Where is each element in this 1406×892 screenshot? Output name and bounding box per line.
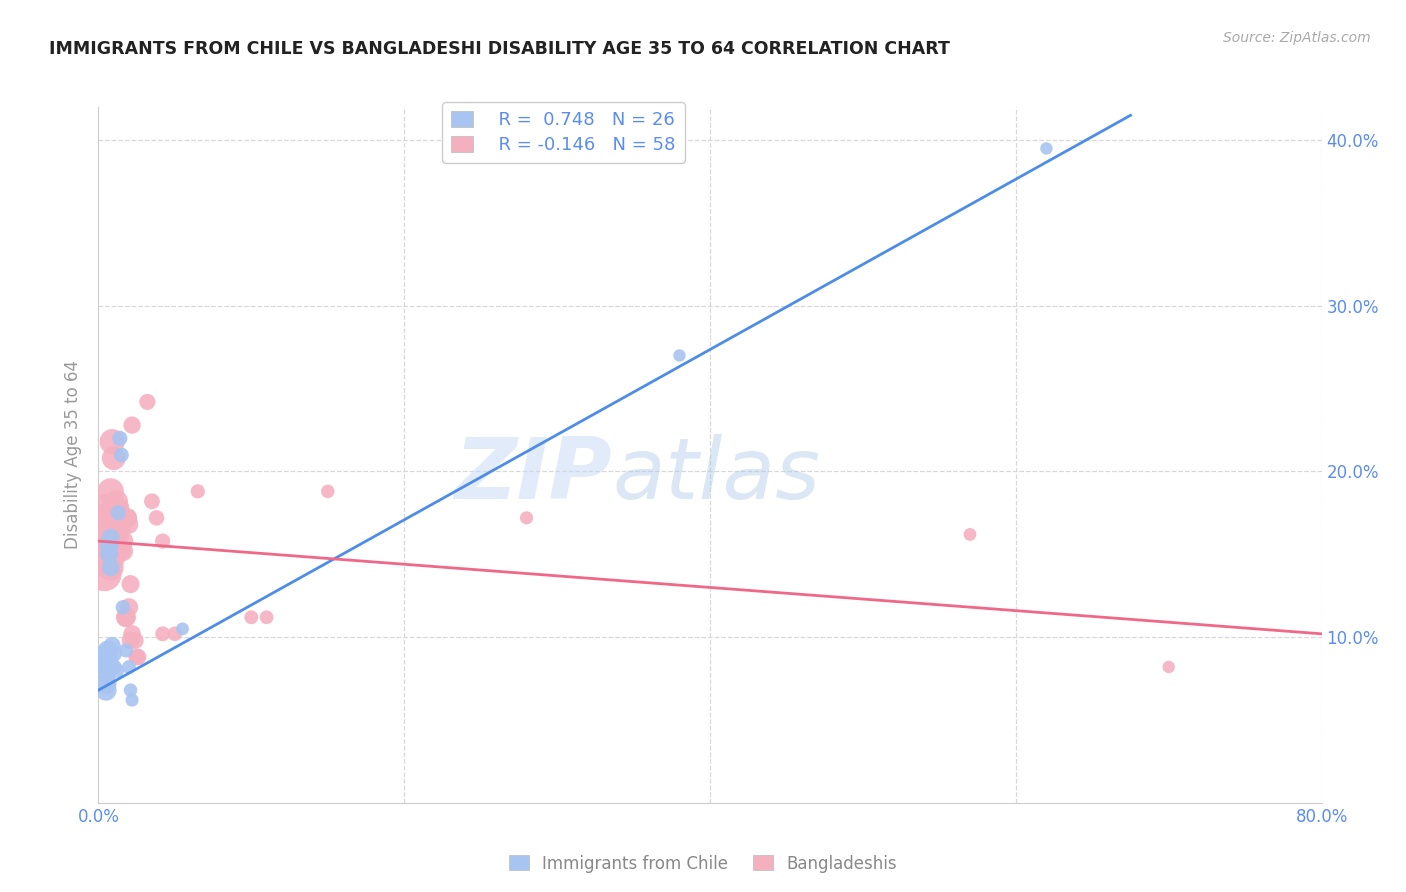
Point (111, 534, 134, 549)
Point (107, 506, 129, 520)
Legend: Immigrants from Chile, Bangladeshis: Immigrants from Chile, Bangladeshis (502, 848, 904, 880)
Point (125, 650, 148, 665)
Point (91, 550, 114, 565)
Point (94, 544, 117, 558)
Point (127, 650, 149, 665)
Point (110, 517, 132, 532)
Point (100, 560, 122, 574)
Text: IMMIGRANTS FROM CHILE VS BANGLADESHI DISABILITY AGE 35 TO 64 CORRELATION CHART: IMMIGRANTS FROM CHILE VS BANGLADESHI DIS… (49, 40, 950, 58)
Point (163, 627, 186, 641)
Point (121, 627, 143, 641)
Point (97, 643, 120, 657)
Point (120, 633, 142, 648)
Point (100, 560, 122, 574)
Point (108, 511, 131, 525)
Point (256, 610, 278, 624)
Point (172, 622, 194, 636)
Point (107, 500, 129, 515)
Text: atlas: atlas (612, 434, 820, 517)
Point (105, 500, 128, 515)
Point (108, 544, 131, 558)
Point (240, 610, 263, 624)
Point (98, 517, 121, 532)
Text: ZIP: ZIP (454, 434, 612, 517)
Point (103, 500, 125, 515)
Point (98, 527, 121, 541)
Point (145, 511, 167, 525)
Point (1157, 660, 1180, 674)
Point (121, 693, 143, 707)
Point (117, 511, 139, 525)
Point (111, 544, 134, 558)
Point (120, 683, 142, 698)
Point (1035, 141, 1057, 155)
Point (117, 511, 139, 525)
Point (98, 544, 121, 558)
Point (105, 663, 128, 677)
Point (101, 434, 124, 449)
Point (124, 633, 146, 648)
Point (98, 547, 121, 561)
Point (101, 550, 124, 565)
Point (118, 517, 141, 532)
Point (103, 660, 125, 674)
Point (97, 500, 120, 515)
Point (100, 517, 122, 532)
Point (141, 494, 163, 508)
Point (120, 577, 142, 591)
Point (121, 418, 143, 433)
Point (103, 527, 125, 541)
Point (94, 527, 117, 541)
Point (316, 484, 339, 499)
Point (100, 531, 122, 545)
Point (94, 511, 117, 525)
Point (94, 676, 117, 690)
Point (668, 349, 690, 363)
Point (104, 527, 127, 541)
Point (94, 683, 117, 698)
Point (115, 610, 138, 624)
Point (110, 517, 132, 532)
Point (516, 511, 538, 525)
Legend:   R =  0.748   N = 26,   R = -0.146   N = 58: R = 0.748 N = 26, R = -0.146 N = 58 (441, 103, 685, 163)
Point (97, 534, 120, 549)
Point (97, 650, 120, 665)
Point (100, 484, 122, 499)
Text: Source: ZipAtlas.com: Source: ZipAtlas.com (1223, 31, 1371, 45)
Point (107, 527, 129, 541)
Point (105, 494, 128, 508)
Point (187, 484, 209, 499)
Point (91, 650, 114, 665)
Point (104, 534, 127, 549)
Point (152, 627, 174, 641)
Point (90, 655, 112, 669)
Point (111, 600, 134, 615)
Point (108, 431, 131, 445)
Point (118, 600, 141, 615)
Point (103, 451, 125, 466)
Point (110, 448, 132, 462)
Point (136, 395, 159, 409)
Point (112, 511, 135, 525)
Point (959, 527, 981, 541)
Point (115, 610, 138, 624)
Y-axis label: Disability Age 35 to 64: Disability Age 35 to 64 (65, 360, 83, 549)
Point (101, 511, 124, 525)
Point (98, 539, 121, 553)
Point (93, 567, 115, 582)
Point (101, 639, 124, 653)
Point (93, 672, 115, 686)
Point (152, 534, 174, 549)
Point (103, 647, 125, 661)
Point (118, 660, 141, 674)
Point (115, 643, 138, 657)
